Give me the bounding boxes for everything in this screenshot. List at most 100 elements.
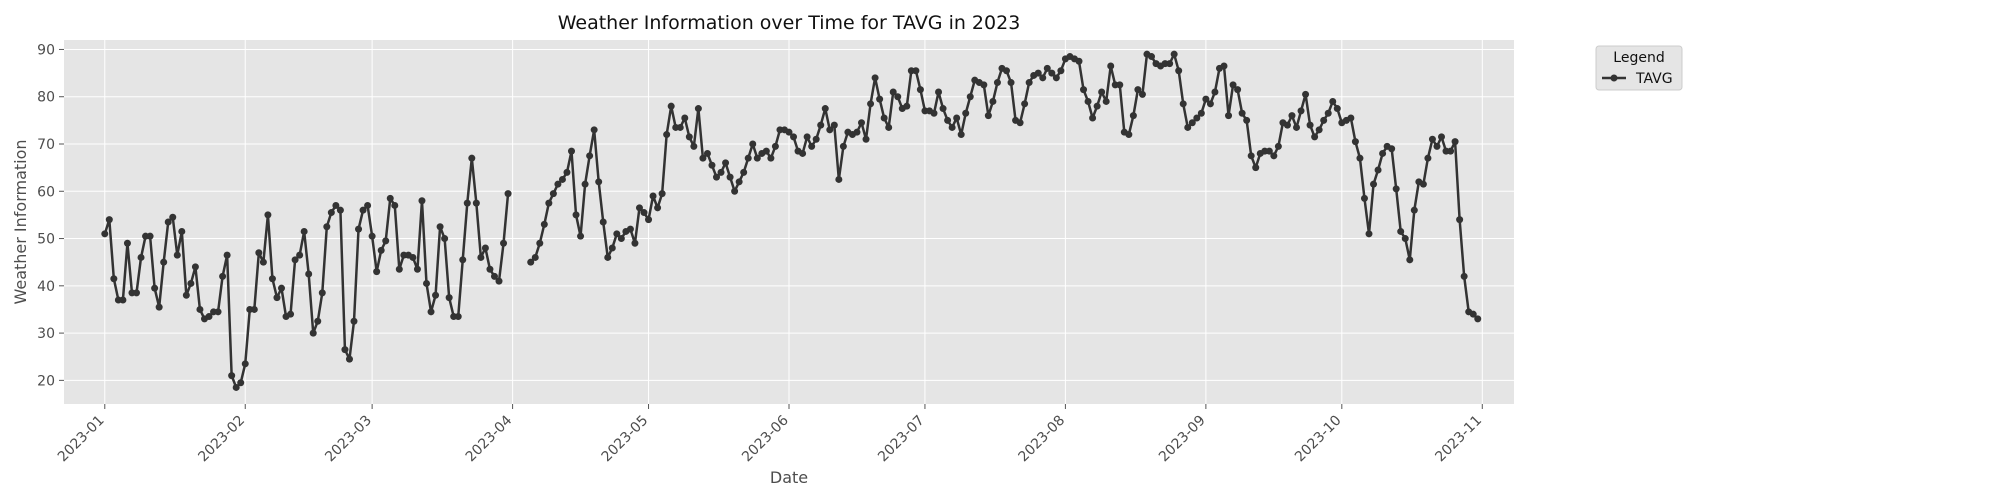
x-tick-label: 2023-08 [1016, 413, 1069, 466]
data-point [160, 258, 168, 266]
data-point [1075, 57, 1083, 65]
data-point [228, 372, 236, 380]
data-point [454, 313, 462, 321]
data-point [690, 142, 698, 150]
data-point [178, 227, 186, 235]
data-point [1360, 194, 1368, 202]
data-point [935, 88, 943, 96]
y-tick-label: 30 [37, 326, 55, 342]
data-point [268, 275, 276, 283]
x-tick-label: 2023-06 [739, 412, 792, 465]
data-point [151, 284, 159, 292]
data-point [1293, 123, 1300, 131]
data-point [740, 168, 748, 176]
data-point [486, 265, 494, 273]
data-point [762, 147, 770, 155]
data-point [749, 140, 757, 148]
data-point [699, 154, 707, 162]
legend-entry-label: TAVG [1635, 71, 1673, 87]
data-point [1324, 109, 1332, 117]
data-point [1460, 272, 1468, 280]
data-point [658, 190, 666, 198]
data-point [1401, 235, 1409, 243]
data-point [817, 121, 825, 129]
data-point [182, 291, 190, 299]
data-point [1438, 133, 1445, 141]
data-point [554, 180, 562, 188]
data-point [984, 112, 992, 120]
data-point [169, 213, 177, 221]
data-point [713, 173, 720, 181]
data-point [1234, 86, 1242, 94]
y-tick-label: 60 [37, 184, 55, 200]
y-tick-label: 50 [37, 232, 55, 248]
data-point [1274, 142, 1282, 150]
data-point [735, 178, 743, 186]
data-point [1447, 147, 1455, 155]
data-point [867, 100, 875, 108]
data-point [1093, 102, 1101, 110]
data-point [101, 230, 109, 238]
data-point [590, 126, 598, 134]
data-point [1043, 64, 1051, 72]
data-point [1365, 230, 1373, 238]
data-point [364, 201, 372, 209]
legend: Legend TAVG [1595, 45, 1683, 91]
data-point [481, 244, 489, 252]
data-point [685, 133, 693, 141]
data-point [432, 291, 440, 299]
data-point [441, 235, 449, 243]
data-point [1034, 69, 1042, 77]
data-point [1197, 109, 1205, 117]
data-point [993, 79, 1001, 87]
data-point [164, 218, 172, 226]
data-point [939, 105, 947, 113]
x-tick-label: 2023-01 [55, 413, 108, 466]
data-point [862, 135, 870, 143]
data-point [753, 154, 761, 162]
data-point [1306, 121, 1314, 129]
data-point [382, 237, 390, 245]
data-point [1025, 79, 1033, 87]
data-point [654, 204, 662, 212]
x-axis-title: Date [770, 468, 808, 487]
data-point [423, 279, 430, 287]
data-point [826, 126, 834, 134]
data-point [916, 86, 924, 94]
data-point [626, 225, 634, 233]
data-point [327, 209, 335, 217]
x-tick-label: 2023-11 [1432, 413, 1485, 466]
data-point [903, 102, 911, 110]
data-point [278, 284, 285, 292]
data-point [645, 216, 653, 224]
data-point [894, 93, 902, 101]
data-point [291, 256, 299, 264]
y-tick-label: 40 [37, 279, 55, 295]
data-point [287, 310, 295, 318]
data-point [264, 211, 272, 219]
data-point [1048, 69, 1056, 77]
data-point [708, 161, 716, 169]
data-point [350, 317, 358, 325]
data-point [477, 253, 485, 261]
data-point [223, 251, 231, 259]
data-point [1175, 67, 1183, 75]
data-point [187, 279, 195, 287]
data-point [771, 142, 779, 150]
data-point [649, 192, 657, 200]
data-point [631, 239, 639, 247]
data-point [1179, 100, 1187, 108]
data-point [1057, 67, 1065, 75]
data-point [427, 308, 435, 316]
data-point [640, 209, 648, 217]
data-point [196, 305, 204, 313]
data-point [989, 97, 997, 105]
data-point [1080, 86, 1088, 94]
data-point [413, 265, 421, 273]
x-tick-label: 2023-04 [463, 412, 516, 465]
chart-title: Weather Information over Time for TAVG i… [558, 12, 1021, 34]
data-point [572, 211, 580, 219]
data-point [459, 256, 467, 264]
data-point [1016, 119, 1024, 127]
